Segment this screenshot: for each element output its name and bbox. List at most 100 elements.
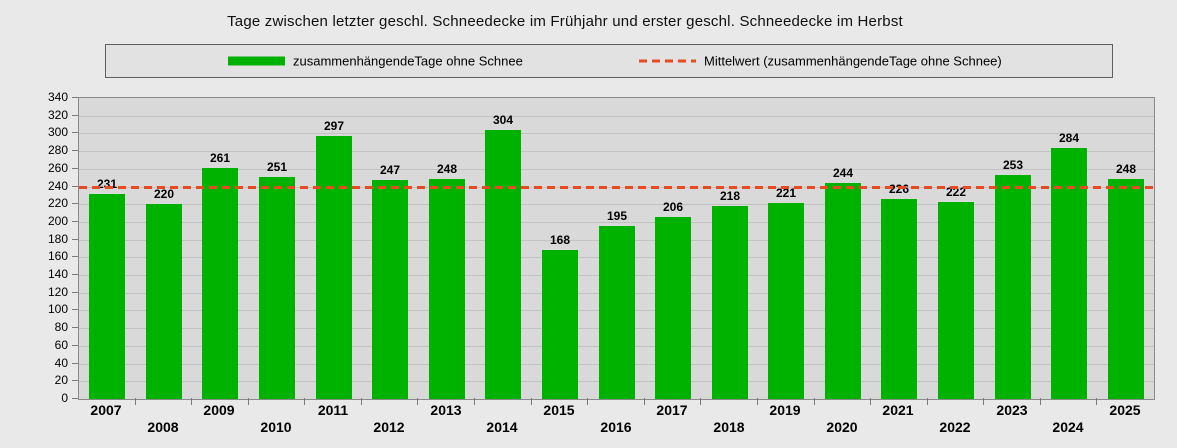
bar-value-label: 284 (1058, 131, 1080, 145)
x-axis-tick (644, 398, 645, 405)
x-axis-year-label: 2021 (882, 402, 914, 418)
dashed-line-swatch-icon (639, 59, 696, 63)
x-axis-tick (191, 398, 192, 405)
x-axis-year-label: 2014 (486, 419, 518, 435)
legend-series-label: zusammenhängendeTage ohne Schnee (293, 53, 523, 69)
x-axis-tick (135, 398, 136, 405)
y-tick-label: 40 (54, 356, 68, 370)
y-axis-tick (72, 380, 78, 381)
bar (259, 177, 295, 399)
bar (938, 202, 974, 399)
plot-area: 231 220 261 251 297 247 248 304 168 195 206 218 221 2… (78, 97, 1155, 400)
x-axis-tick (757, 398, 758, 405)
bar-value-label: 253 (1002, 158, 1024, 172)
x-axis-year-label: 2013 (430, 402, 462, 418)
y-axis-tick (72, 203, 78, 204)
y-tick-label: 180 (47, 232, 68, 246)
bar-value-label: 221 (775, 186, 797, 200)
x-axis-tick (870, 398, 871, 405)
bar (825, 183, 861, 399)
x-axis-tick (587, 398, 588, 405)
bar-value-label: 206 (662, 200, 684, 214)
bar-value-label: 251 (266, 160, 288, 174)
y-axis-tick (72, 256, 78, 257)
x-axis-year-label: 2012 (373, 419, 405, 435)
y-axis-tick (72, 274, 78, 275)
bar-value-label: 304 (492, 113, 514, 127)
y-axis-tick (72, 327, 78, 328)
y-axis-tick (72, 398, 78, 399)
grid-line (79, 169, 1154, 170)
legend-item-mean: Mittelwert (zusammenhängendeTage ohne Sc… (639, 54, 1002, 69)
y-tick-label: 300 (47, 125, 68, 139)
x-axis-year-label: 2011 (317, 402, 349, 418)
x-axis-tick (927, 398, 928, 405)
x-axis-year-label: 2009 (203, 402, 235, 418)
x-axis-year-label: 2008 (147, 419, 179, 435)
x-axis-tick (814, 398, 815, 405)
bar (599, 226, 635, 399)
bar-swatch-icon (228, 56, 285, 66)
x-axis-year-label: 2025 (1109, 402, 1141, 418)
bar (372, 180, 408, 399)
y-tick-label: 340 (47, 90, 68, 104)
x-axis-tick (304, 398, 305, 405)
x-axis-tick (531, 398, 532, 405)
bar (881, 199, 917, 399)
x-axis-tick (983, 398, 984, 405)
grid-line (79, 222, 1154, 223)
y-axis-tick (72, 345, 78, 346)
y-tick-label: 260 (47, 161, 68, 175)
mean-line (79, 186, 1154, 189)
y-axis-tick (72, 239, 78, 240)
bar-value-label: 244 (832, 166, 854, 180)
legend-mean-label: Mittelwert (zusammenhängendeTage ohne Sc… (704, 53, 1002, 69)
y-tick-label: 160 (47, 249, 68, 263)
bar-value-label: 248 (1115, 162, 1137, 176)
chart-title: Tage zwischen letzter geschl. Schneedeck… (227, 13, 903, 30)
y-axis-tick (72, 363, 78, 364)
x-axis-year-label: 2007 (90, 402, 122, 418)
x-axis-tick (417, 398, 418, 405)
x-axis-tick (248, 398, 249, 405)
y-tick-label: 60 (54, 338, 68, 352)
y-tick-label: 20 (54, 373, 68, 387)
y-axis-tick (72, 309, 78, 310)
x-axis-year-label: 2015 (543, 402, 575, 418)
x-axis-tick (474, 398, 475, 405)
bar-value-label: 218 (719, 189, 741, 203)
y-axis-tick (72, 186, 78, 187)
bar-value-label: 247 (379, 163, 401, 177)
bar-value-label: 248 (436, 162, 458, 176)
bar (485, 130, 521, 399)
y-tick-label: 280 (47, 143, 68, 157)
y-tick-label: 240 (47, 179, 68, 193)
x-axis-tick (1040, 398, 1041, 405)
bar-value-label: 261 (209, 151, 231, 165)
y-axis-tick (72, 221, 78, 222)
y-tick-label: 0 (61, 391, 68, 405)
y-tick-label: 220 (47, 196, 68, 210)
grid-line (79, 151, 1154, 152)
y-tick-label: 140 (47, 267, 68, 281)
x-axis-year-label: 2017 (656, 402, 688, 418)
legend-item-series: zusammenhängendeTage ohne Schnee (228, 54, 523, 69)
x-axis-year-label: 2016 (600, 419, 632, 435)
bar (1108, 179, 1144, 399)
x-axis-year-label: 2023 (996, 402, 1028, 418)
x-axis-year-label: 2020 (826, 419, 858, 435)
grid-line (79, 133, 1154, 134)
grid-line (79, 116, 1154, 117)
x-axis-year-label: 2022 (939, 419, 971, 435)
bar (712, 206, 748, 399)
x-axis-year-label: 2010 (260, 419, 292, 435)
bar (655, 217, 691, 399)
bar (542, 250, 578, 399)
grid-line (79, 204, 1154, 205)
bar (202, 168, 238, 399)
y-tick-label: 120 (47, 285, 68, 299)
bar-value-label: 220 (153, 187, 175, 201)
bar (89, 194, 125, 399)
bar (995, 175, 1031, 399)
